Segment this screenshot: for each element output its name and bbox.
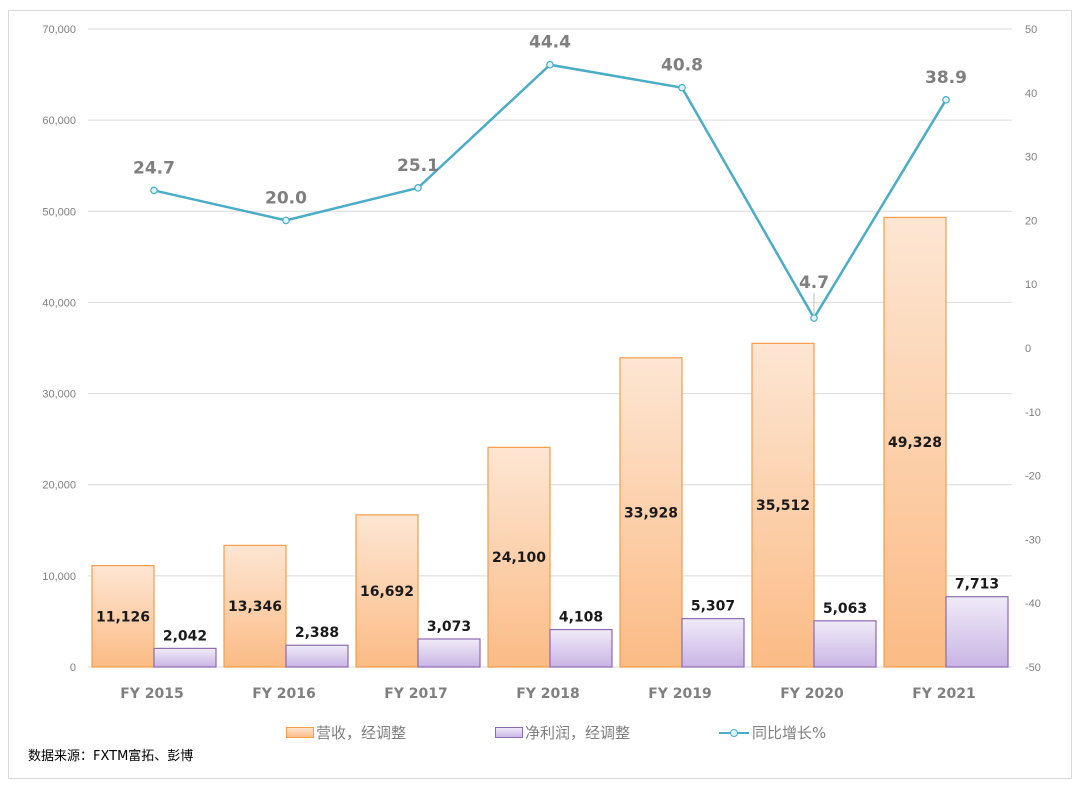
legend-label-revenue: 营收，经调整 xyxy=(316,724,407,742)
left-axis-tick-label: 40,000 xyxy=(42,297,76,309)
revenue-bar xyxy=(223,544,287,668)
revenue-bar xyxy=(619,357,683,668)
right-axis-tick-label: -20 xyxy=(1025,471,1041,483)
left-axis-tick-label: 20,000 xyxy=(42,480,76,492)
profit-data-label: 5,063 xyxy=(823,601,867,617)
profit-data-label: 7,713 xyxy=(955,577,999,593)
revenue-bar xyxy=(91,564,155,668)
legend-item-growth[interactable]: 同比增长% xyxy=(719,722,826,743)
growth-point xyxy=(150,186,158,195)
left-axis-ticks: 0 10,000 20,000 30,000 40,000 50,000 60,000 70,… xyxy=(42,24,76,674)
growth-data-label: 20.0 xyxy=(265,188,307,208)
profit-data-label: 2,388 xyxy=(295,625,339,641)
profit-bar xyxy=(549,628,613,668)
revenue-bar xyxy=(883,216,947,668)
bar-series xyxy=(91,216,1009,668)
left-axis-tick-label: 60,000 xyxy=(42,115,76,127)
growth-point xyxy=(810,314,818,322)
right-axis-ticks: -50 -40 -30 -20 -10 0 10 20 30 40 50 xyxy=(1025,24,1041,674)
revenue-data-label: 49,328 xyxy=(888,435,942,451)
category-label: FY 2018 xyxy=(516,686,580,702)
profit-data-label: 3,073 xyxy=(427,619,471,635)
growth-data-label: 44.4 xyxy=(529,33,571,53)
legend-line-marker-icon xyxy=(719,728,749,738)
revenue-data-label: 35,512 xyxy=(756,498,810,514)
category-label: FY 2016 xyxy=(252,686,316,702)
revenue-data-label: 33,928 xyxy=(624,505,678,521)
revenue-data-label: 13,346 xyxy=(228,599,282,615)
profit-bar xyxy=(681,618,745,668)
profit-bar xyxy=(285,644,349,668)
left-axis-tick-label: 50,000 xyxy=(42,206,76,218)
right-axis-tick-label: 20 xyxy=(1025,215,1037,227)
revenue-bar xyxy=(487,446,551,668)
revenue-bar xyxy=(751,342,815,668)
category-label: FY 2015 xyxy=(120,686,184,702)
right-axis-tick-label: -30 xyxy=(1025,534,1041,546)
category-label: FY 2019 xyxy=(648,686,712,702)
revenue-data-label: 24,100 xyxy=(492,550,546,566)
profit-bar xyxy=(417,638,481,668)
profit-bar xyxy=(153,647,217,668)
right-axis-tick-label: 30 xyxy=(1025,152,1037,164)
right-axis-tick-label: 50 xyxy=(1025,24,1037,36)
category-axis-labels: FY 2015 FY 2016 FY 2017 FY 2018 FY 2019 FY 20… xyxy=(120,686,976,702)
legend-item-profit[interactable]: 净利润，经调整 xyxy=(495,722,630,743)
left-axis-tick-label: 0 xyxy=(70,662,76,674)
legend-swatch-profit xyxy=(495,727,523,738)
profit-bar xyxy=(813,620,877,668)
category-label: FY 2020 xyxy=(780,686,844,702)
growth-point xyxy=(282,216,290,225)
legend-label-profit: 净利润，经调整 xyxy=(525,724,631,742)
growth-point xyxy=(414,184,422,192)
growth-data-label: 4.7 xyxy=(799,273,829,293)
right-axis-tick-label: 40 xyxy=(1025,88,1037,100)
revenue-data-label: 11,126 xyxy=(96,609,150,625)
data-source-note: 数据来源：FXTM富拓、彭博 xyxy=(28,749,194,764)
left-axis-tick-label: 30,000 xyxy=(42,389,76,401)
bar-data-labels: 11,126 2,042 13,346 2,388 16,692 3,073 24,100 4… xyxy=(96,435,999,644)
growth-point xyxy=(546,60,554,69)
growth-data-label: 40.8 xyxy=(661,56,703,76)
legend-label-growth: 同比增长% xyxy=(752,724,827,742)
right-axis-tick-label: 0 xyxy=(1025,343,1031,355)
legend: 营收，经调整 净利润，经调整 同比增长% xyxy=(0,722,1080,744)
growth-line-series: 24.7 20.0 25.1 44.4 40.8 4.7 38.9 xyxy=(133,33,967,322)
profit-data-label: 2,042 xyxy=(163,628,207,644)
right-axis-tick-label: 10 xyxy=(1025,279,1037,291)
growth-point xyxy=(942,96,950,104)
right-axis-tick-label: -40 xyxy=(1025,598,1041,610)
left-axis-tick-label: 10,000 xyxy=(42,571,76,583)
growth-data-label: 24.7 xyxy=(133,158,175,178)
revenue-data-label: 16,692 xyxy=(360,584,414,600)
right-axis-tick-label: -50 xyxy=(1025,662,1041,674)
growth-point xyxy=(678,83,686,92)
legend-item-revenue[interactable]: 营收，经调整 xyxy=(286,722,406,743)
profit-bar xyxy=(945,596,1009,668)
category-label: FY 2021 xyxy=(912,686,976,702)
growth-data-label: 25.1 xyxy=(397,156,439,176)
category-label: FY 2017 xyxy=(384,686,448,702)
revenue-bar xyxy=(355,514,419,668)
profit-data-label: 5,307 xyxy=(691,599,735,615)
profit-data-label: 4,108 xyxy=(559,610,603,626)
legend-swatch-revenue xyxy=(286,727,314,738)
growth-data-label: 38.9 xyxy=(925,68,967,88)
right-axis-tick-label: -10 xyxy=(1025,407,1041,419)
left-axis-tick-label: 70,000 xyxy=(42,24,76,36)
